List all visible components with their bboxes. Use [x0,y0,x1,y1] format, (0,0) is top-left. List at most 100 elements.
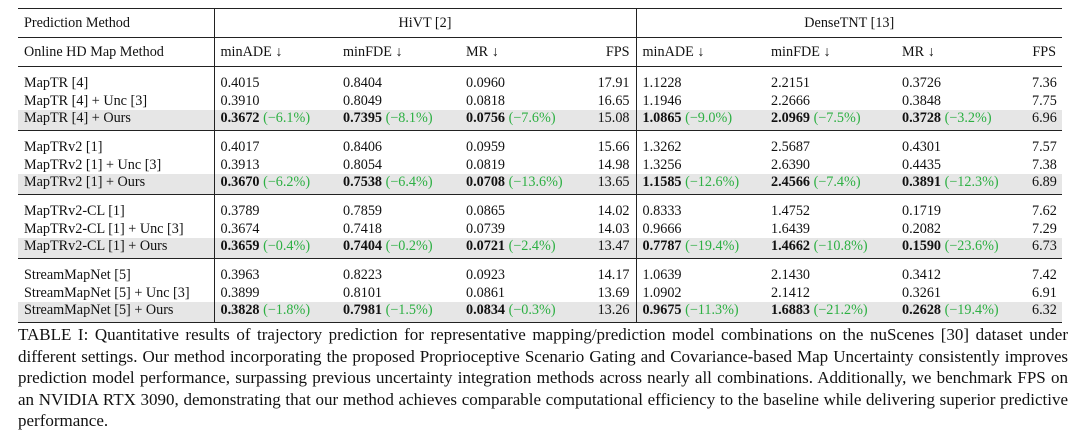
header-densetnt-minade: minADE ↓ [635,37,765,67]
results-table: Prediction Method HiVT [2] DenseTNT [13]… [18,8,1063,323]
cell-value: 1.0902 [642,284,682,301]
cell-value: 2.4566 [771,174,811,191]
cell-value: 6.91 [1032,284,1057,301]
cell-d-fps: 7.42 [1026,259,1062,285]
row-method: StreamMapNet [5] + Ours [18,301,214,323]
cell-value: 0.3659 [220,238,260,255]
cell-h-mr: 0.0708 (−13.6%) [460,173,590,195]
cell-h-fps: 13.47 [590,237,636,259]
cell-d-minfde: 2.1430 [765,259,896,285]
cell-improvement: (−7.4%) [813,174,861,191]
cell-improvement: (−7.6%) [508,110,556,127]
cell-value: 0.1719 [902,203,942,219]
cell-value: 14.02 [597,203,630,219]
cell-d-minade: 1.3256 [635,156,765,174]
cell-d-mr: 0.4301 [896,131,1026,157]
cell-h-minade: 0.4017 [213,130,337,156]
cell-value: 0.3670 [220,174,260,191]
cell-value: 0.0819 [466,156,506,173]
cell-improvement: (−12.3%) [944,174,999,191]
cell-d-mr: 0.3891 (−12.3%) [896,173,1026,195]
cell-d-fps: 7.29 [1026,220,1062,238]
cell-value: 0.0861 [466,284,506,301]
cell-improvement: (−1.8%) [263,302,311,319]
table-row: MapTRv2-CL [1] + Ours 0.3659 (−0.4%) 0.740… [18,237,1063,259]
cell-value: 7.36 [1032,75,1057,91]
cell-h-fps: 17.91 [590,67,636,93]
cell-improvement: (−11.3%) [685,302,739,319]
cell-d-fps: 7.36 [1026,67,1062,93]
table-row: StreamMapNet [5] + Unc [3] 0.3899 0.8101 0.… [18,284,1062,302]
cell-value: 2.1412 [771,284,811,301]
cell-h-minade: 0.3659 (−0.4%) [213,237,337,259]
row-method: MapTRv2-CL [1] [24,203,125,219]
cell-value: 1.1946 [642,92,682,109]
cell-d-fps: 6.89 [1026,173,1063,195]
cell-value: 15.08 [597,110,630,127]
cell-h-minade: 0.4015 [213,66,337,92]
cell-h-fps: 15.66 [590,131,636,157]
cell-value: 1.1228 [642,75,682,91]
cell-h-minfde: 0.8054 [337,156,460,174]
cell-h-mr: 0.0960 [460,67,590,93]
cell-h-mr: 0.0739 [460,220,590,238]
cell-improvement: (−6.4%) [385,174,433,191]
cell-value: 0.7787 [642,238,682,255]
header-hivt-minade: minADE ↓ [213,37,337,67]
cell-h-minfde: 0.8404 [337,67,460,93]
cell-d-mr: 0.4435 [896,156,1026,174]
cell-h-minade: 0.3789 [213,194,337,220]
row-method: MapTR [4] [24,75,89,91]
cell-value: 0.0960 [466,75,506,91]
table-row: MapTRv2-CL [1] 0.3789 0.7859 0.0865 14.02 0.8… [18,194,1062,221]
cell-d-fps: 7.62 [1026,195,1062,221]
table-caption: TABLE I: Quantitative results of traject… [18,324,1068,432]
header-group-hivt: HiVT [2] [213,8,636,38]
cell-h-minfde: 0.7418 [337,220,460,238]
cell-value: 0.8223 [343,267,383,283]
cell-value: 0.9666 [642,220,682,237]
cell-h-minade: 0.3672 (−6.1%) [213,109,337,131]
cell-h-minfde: 0.7538 (−6.4%) [337,173,460,195]
header-prediction-method: Prediction Method [18,8,214,38]
cell-h-minade: 0.3674 [213,220,337,238]
cell-d-minade: 1.0902 [635,284,765,302]
header-map-method: Online HD Map Method [18,37,214,67]
cell-d-minfde: 2.2666 [765,92,896,110]
cell-value: 0.8054 [343,156,383,173]
cell-h-mr: 0.0834 (−0.3%) [460,301,590,323]
cell-value: 14.17 [597,267,630,283]
cell-value: 0.3910 [220,92,260,109]
cell-value: 0.4301 [902,139,942,155]
cell-value: 0.3891 [902,174,942,191]
table-row: MapTR [4] + Unc [3] 0.3910 0.8049 0.0818 16.… [18,92,1062,110]
row-method: StreamMapNet [5] [24,267,131,283]
cell-d-mr: 0.3848 [896,92,1026,110]
cell-value: 7.38 [1032,156,1057,173]
cell-value: 0.8406 [343,139,383,155]
cell-value: 0.3789 [220,203,260,219]
table-row: MapTRv2-CL [1] + Unc [3] 0.3674 0.7418 0.07… [18,220,1062,238]
cell-value: 0.0739 [466,220,506,237]
cell-d-minfde: 1.4662 (−10.8%) [765,237,896,259]
cell-improvement: (−13.6%) [508,174,563,191]
cell-improvement: (−3.2%) [944,110,992,127]
cell-value: 7.57 [1032,139,1057,155]
cell-value: 13.26 [597,302,630,319]
cell-d-minade: 0.8333 [635,194,765,220]
caption-text: Quantitative results of trajectory predi… [18,325,1068,431]
cell-value: 2.0969 [771,110,811,127]
cell-value: 6.32 [1032,302,1057,319]
cell-improvement: (−7.5%) [813,110,861,127]
cell-value: 1.4662 [771,238,811,255]
cell-d-fps: 6.32 [1026,301,1063,323]
cell-d-mr: 0.1590 (−23.6%) [896,237,1026,259]
table-row: MapTRv2 [1] 0.4017 0.8406 0.0959 15.66 1.3262… [18,130,1062,157]
cell-value: 0.2082 [902,220,942,237]
cell-value: 6.73 [1032,238,1057,255]
cell-d-mr: 0.3728 (−3.2%) [896,109,1026,131]
cell-improvement: (−21.2%) [813,302,868,319]
cell-value: 6.96 [1032,110,1057,127]
cell-value: 0.0865 [466,203,506,219]
